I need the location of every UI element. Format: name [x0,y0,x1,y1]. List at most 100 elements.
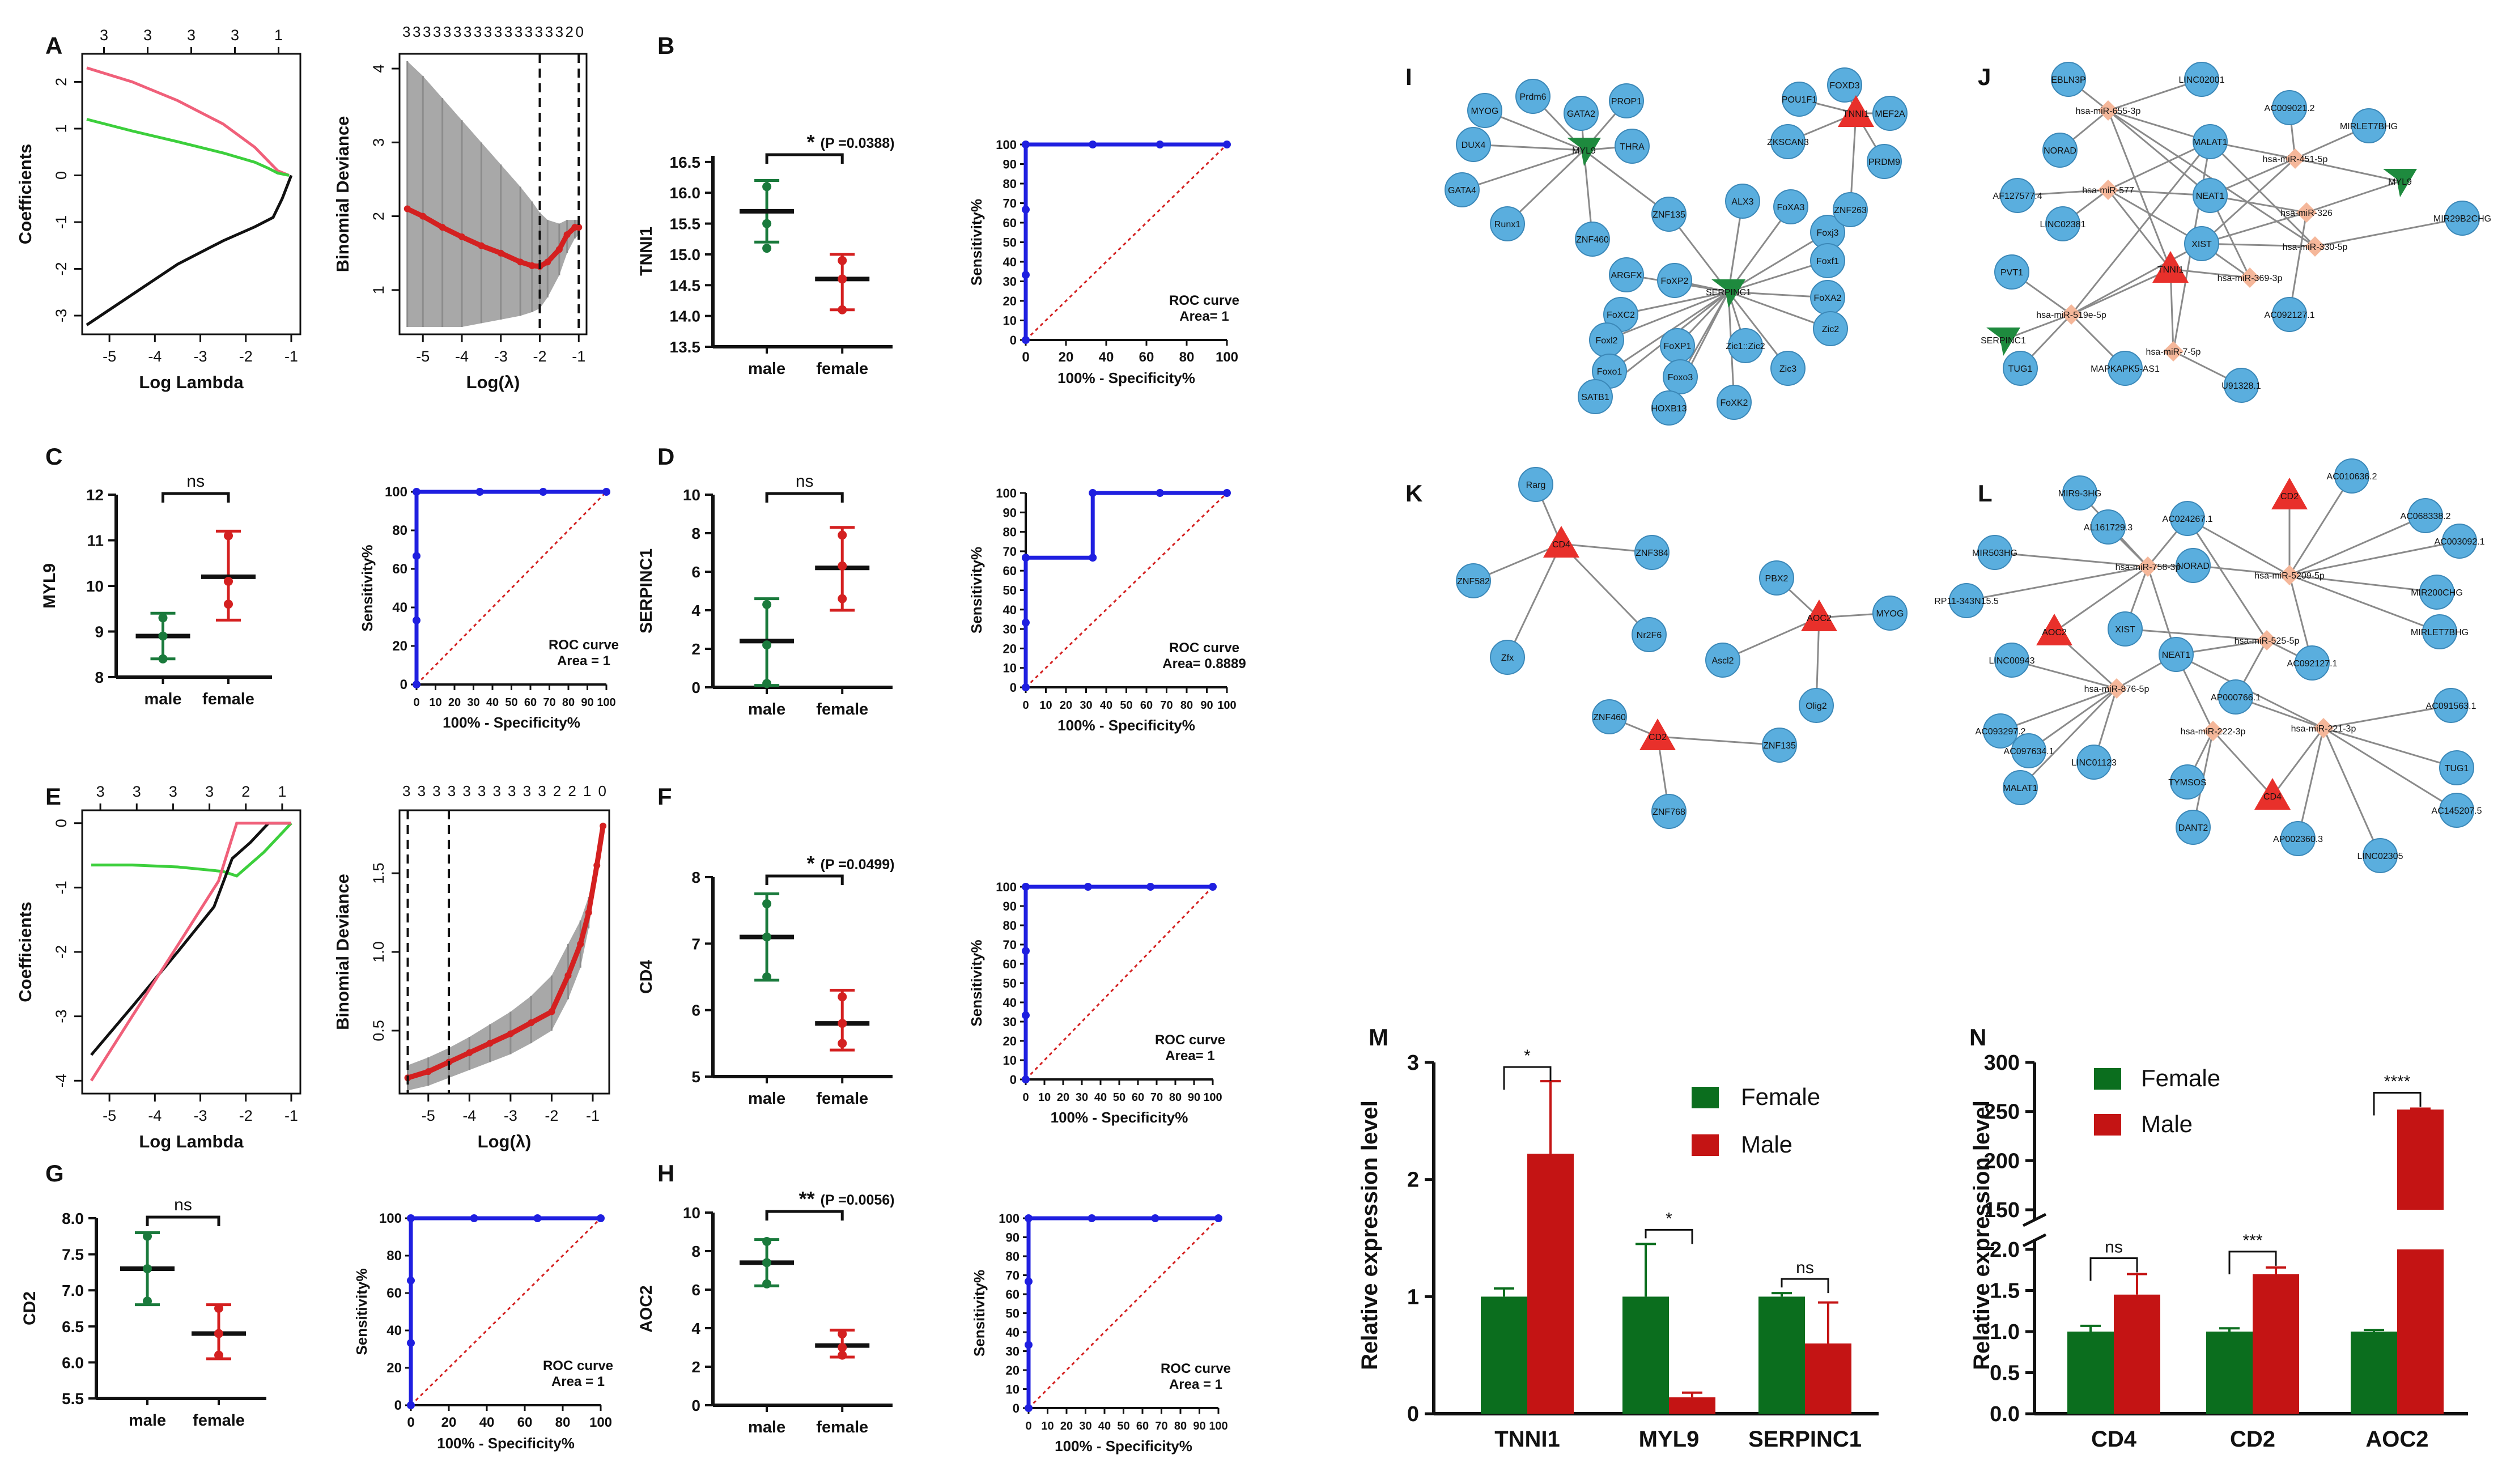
node-label: Rarg [1526,481,1546,490]
panel-letter-C: C [45,443,62,470]
node-lncrna [1575,222,1610,257]
x-tick-label: 40 [1094,1091,1107,1104]
x-tick-label: 40 [486,696,499,709]
x-tick-label: 50 [1117,1420,1129,1432]
deviance-point [575,224,583,231]
x-tick-label: -4 [148,1107,162,1124]
hub-gene-down [1567,138,1601,166]
data-point [838,1343,847,1352]
dot-plot-D: 0 2 4 6 8 10 male female ns SERPINC1 [637,472,893,718]
node-label: LINC02305 [2357,852,2403,861]
data-point [762,932,772,942]
node-lncrna [2272,297,2307,332]
y-axis-label: Sensitivity% [968,547,985,633]
node-lncrna [2003,351,2038,386]
network-edge [1727,206,1792,292]
network-edge [2288,475,2353,576]
plot-frame [398,53,588,335]
x-tick-label: 60 [1132,1091,1144,1104]
roc-point [533,1214,542,1222]
network-edge [1583,149,1670,215]
hub-gene-up [1801,599,1837,631]
y-tick-label: -3 [53,1010,70,1023]
x-tick-label: 20 [441,1415,457,1430]
panel-letter-N: N [1969,1024,1986,1051]
node-label: MIRLET7BHG [2340,122,2398,131]
top-count-labels: 3 3 3 3 3 3 3 3 3 3 2 2 1 0 [402,783,606,800]
y-tick-label: 50 [1006,1307,1020,1321]
node-label: XIST [2115,625,2135,635]
deviance-point [439,224,446,231]
hub-gene-up [2152,251,2189,283]
y-axis-label: Coefficients [15,144,35,244]
lasso-deviance-E2: -5 -4 -3 -2 -1 0.5 1.0 1.5 3 3 3 3 3 3 3 3 3 3 2… [333,783,610,1151]
y-tick-label: 60 [1003,216,1017,230]
roc-legend-label: ROC curve [1155,1032,1225,1048]
x-tick-label: 70 [1150,1091,1163,1104]
node-lncrna [1994,643,2029,678]
node-label: GATA2 [1567,109,1595,119]
node-label: ZNF768 [1653,807,1685,817]
roc-point [1156,141,1164,148]
node-label: AP002360.3 [2273,835,2323,844]
x-tick-label: -5 [103,348,116,365]
node-lncrna [1490,640,1525,675]
y-tick-label: 0 [691,679,700,696]
network-edge [1728,231,1828,293]
bar-male [1527,1154,1574,1414]
node-lncrna [1872,96,1908,131]
node-mirna [2285,148,2305,169]
node-label: TUG1 [2008,364,2033,374]
x-tick-label: 100 [597,696,615,709]
network-J: EBLN3P LINC02001 NORAD AC009021.2 MIRLET7BHG… [1981,62,2491,403]
deviance-point [528,1019,535,1026]
node-label: AC010636.2 [2327,472,2377,482]
node-mirna [2098,180,2118,200]
data-point [158,613,168,623]
node-lncrna [1949,583,1984,618]
y-tick-label: 50 [1003,976,1017,990]
roc-point [1025,1404,1033,1412]
legend-label-female: Female [2141,1065,2220,1091]
mirna-label: hsa-miR-330-5p [2283,243,2348,252]
y-tick-label: 100 [996,880,1017,894]
roc-legend-label: ROC curve [543,1358,613,1374]
x-tick-label: 20 [1059,350,1074,365]
node-label: AC003092.1 [2435,537,2485,547]
node-lncrna [2159,637,2194,672]
node-lncrna [1490,206,1525,241]
bar-female [2351,1332,2397,1414]
coef-line-lime [91,822,292,878]
network-edge [2209,141,2316,248]
x-tick-label: 30 [467,696,479,709]
top-tick-label: 3 [205,783,214,800]
node-lncrna [2351,108,2386,143]
network-edge [1506,149,1585,225]
y-tick-label: 4 [691,602,700,619]
data-point [214,1304,223,1313]
node-label: DANT2 [2178,823,2208,833]
y-tick-label: 10 [1003,314,1017,328]
node-lncrna [1725,184,1760,219]
legend-label-male: Male [1741,1131,1792,1158]
category-label: male [748,1418,785,1436]
network-edge [2289,540,2460,576]
node-lncrna [2439,793,2474,828]
top-tick-label: 3 [143,27,152,44]
node-label: EBLN3P [2051,75,2085,85]
y-tick-label: 8 [691,869,700,886]
y-tick-label: 9 [95,623,104,641]
roc-point [413,681,420,688]
node-label: FoXP1 [1664,342,1692,351]
node-lncrna [1759,560,1794,596]
y-axis-label: AOC2 [637,1285,656,1332]
x-tick-label: -1 [572,348,585,365]
y-tick-label: 90 [1003,158,1017,172]
dot-plot-F: 5 6 7 8 male female * (P =0.0499) CD4 [637,852,895,1108]
x-tick-label: 0 [1022,1091,1029,1104]
node-mirna [2098,100,2118,121]
mirna-label: hsa-miR-221-3p [2291,724,2356,734]
data-point [762,1237,772,1246]
y-axis-label: Relative expression level [1969,1100,1994,1370]
node-label: SATB1 [1581,393,1609,402]
